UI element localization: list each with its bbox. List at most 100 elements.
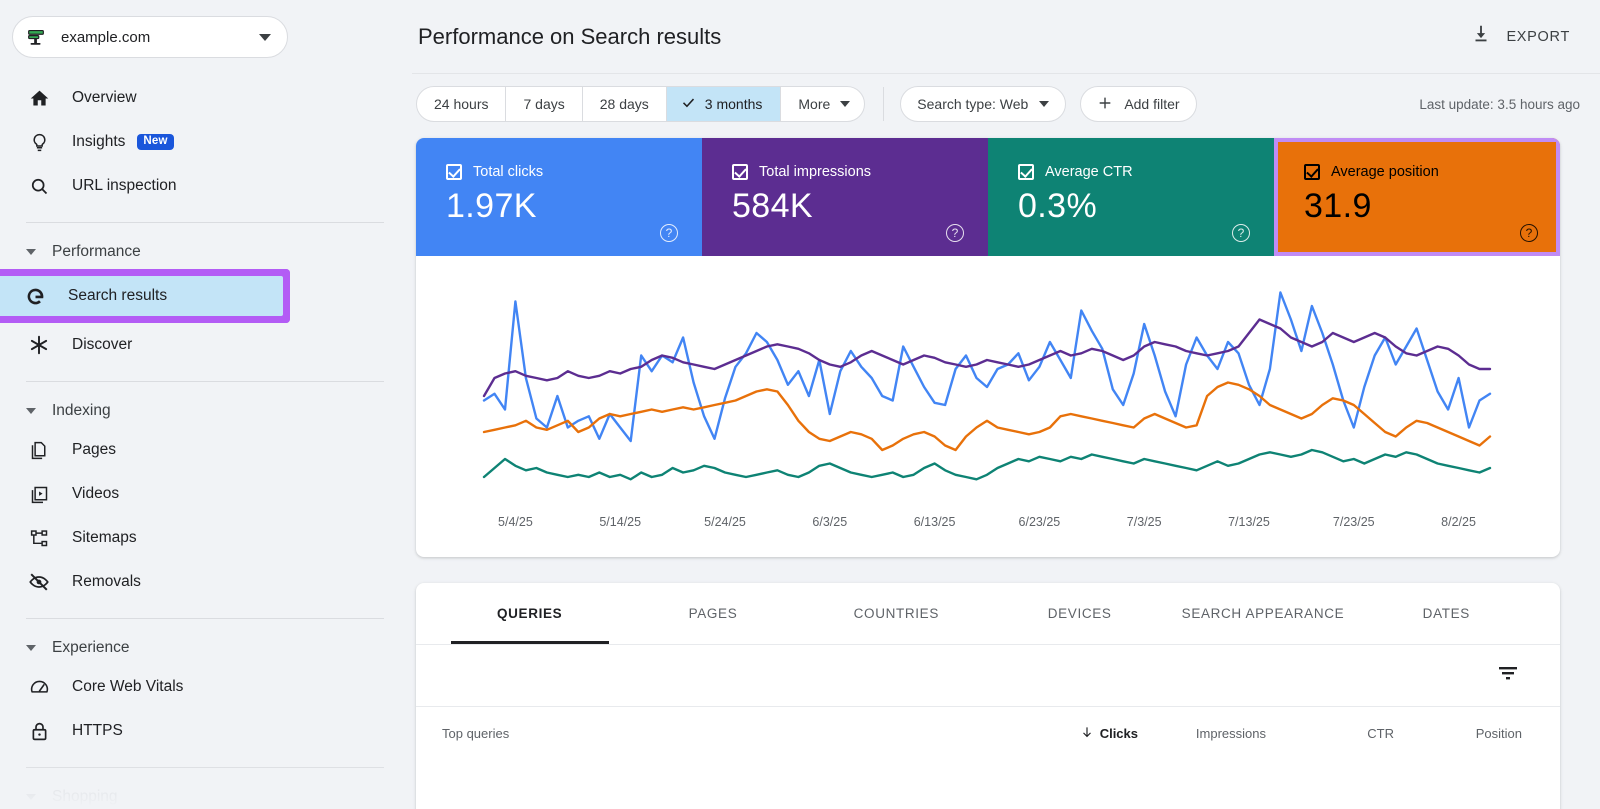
selection-highlight-search-results: Search results (0, 269, 290, 323)
column-header-top-queries[interactable]: Top queries (442, 725, 510, 741)
sidebar-item-label: URL inspection (72, 177, 177, 194)
table-tabs: QUERIES PAGES COUNTRIES DEVICES SEARCH A… (416, 583, 1560, 645)
divider (26, 767, 384, 768)
sidebar-group-label: Experience (52, 639, 130, 656)
sidebar-item-removals[interactable]: Removals (0, 560, 412, 604)
add-filter-label: Add filter (1124, 96, 1180, 112)
main-header: Performance on Search results EXPORT (412, 0, 1600, 74)
sidebar-item-discover[interactable]: Discover (0, 323, 412, 367)
filter-tune-icon[interactable] (1496, 661, 1520, 690)
video-icon (26, 484, 52, 505)
sidebar-item-label: Removals (72, 573, 141, 590)
chevron-down-icon (26, 249, 36, 255)
tab-queries[interactable]: QUERIES (438, 583, 621, 644)
sidebar-item-label: Search results (68, 287, 168, 304)
primary-nav: Overview Insights New URL i (0, 76, 412, 809)
download-icon (1470, 23, 1492, 50)
discover-asterisk-icon (26, 334, 52, 356)
sidebar-item-insights[interactable]: Insights New (0, 120, 412, 164)
tab-label: SEARCH APPEARANCE (1181, 606, 1345, 621)
column-header-impressions[interactable]: Impressions (1195, 725, 1266, 741)
help-circle-icon[interactable]: ? (946, 224, 964, 242)
sidebar-group-performance[interactable]: Performance (0, 235, 412, 269)
tab-label: QUERIES (497, 606, 563, 621)
sidebar-item-search-results[interactable]: Search results (0, 276, 283, 316)
tab-search-appearance[interactable]: SEARCH APPEARANCE (1171, 583, 1354, 644)
metric-label: Average CTR (1045, 164, 1133, 180)
sidebar-item-https[interactable]: HTTPS (0, 709, 412, 753)
sidebar-group-label: Performance (52, 243, 141, 260)
metric-label: Total clicks (473, 164, 544, 180)
date-range-7-days[interactable]: 7 days (506, 87, 583, 121)
search-type-filter[interactable]: Search type: Web (900, 86, 1067, 122)
add-filter-button[interactable]: Add filter (1080, 86, 1197, 122)
sidebar-item-sitemaps[interactable]: Sitemaps (0, 516, 412, 560)
seg-label: 3 months (704, 96, 763, 112)
help-circle-icon[interactable]: ? (1520, 224, 1538, 242)
tab-countries[interactable]: COUNTRIES (805, 583, 988, 644)
tab-label: DEVICES (1047, 606, 1112, 621)
sidebar-group-indexing[interactable]: Indexing (0, 394, 412, 428)
sidebar-group-shopping[interactable]: Shopping (0, 780, 412, 809)
date-range-more[interactable]: More (781, 87, 864, 121)
date-range-28-days[interactable]: 28 days (583, 87, 667, 121)
page-title: Performance on Search results (418, 23, 722, 49)
table-filter-strip (416, 645, 1560, 707)
help-circle-icon[interactable]: ? (660, 224, 678, 242)
column-header-ctr[interactable]: CTR (1367, 725, 1394, 741)
x-axis-tick-label: 6/3/25 (812, 515, 848, 529)
lightbulb-icon (26, 132, 52, 153)
metric-card-average-ctr[interactable]: Average CTR 0.3% ? (988, 138, 1274, 256)
sidebar-item-core-web-vitals[interactable]: Core Web Vitals (0, 665, 412, 709)
sidebar-group-label: Indexing (52, 402, 111, 419)
column-header-clicks[interactable]: Clicks (988, 725, 1138, 742)
sidebar-item-pages[interactable]: Pages (0, 428, 412, 472)
sidebar-item-label: Discover (72, 336, 133, 353)
tab-label: COUNTRIES (853, 606, 939, 621)
x-axis-tick-label: 5/4/25 (498, 515, 533, 529)
help-circle-icon[interactable]: ? (1232, 224, 1250, 242)
lock-icon (26, 721, 52, 742)
date-range-24-hours[interactable]: 24 hours (417, 87, 507, 121)
metric-card-total-impressions[interactable]: Total impressions 584K ? (702, 138, 988, 256)
checkbox-icon[interactable] (732, 164, 748, 180)
date-range-3-months[interactable]: 3 months (666, 87, 782, 121)
export-button[interactable]: EXPORT (1466, 17, 1574, 56)
sidebar-item-videos[interactable]: Videos (0, 472, 412, 516)
chart-series-total-impressions (482, 318, 1492, 398)
checkbox-icon[interactable] (1304, 164, 1320, 180)
tab-pages[interactable]: PAGES (621, 583, 804, 644)
x-axis-tick-label: 8/2/25 (1441, 515, 1476, 529)
divider (883, 87, 885, 121)
x-axis-tick-label: 5/14/25 (599, 515, 642, 529)
sidebar-item-overview[interactable]: Overview (0, 76, 412, 120)
column-header-position[interactable]: Position (1475, 725, 1522, 741)
metric-value: 31.9 (1304, 187, 1372, 225)
sidebar-item-label: HTTPS (72, 722, 123, 739)
metric-card-average-position[interactable]: Average position 31.9 ? (1274, 138, 1560, 256)
property-selector[interactable]: example.com (12, 16, 288, 58)
metric-value: 584K (732, 187, 814, 225)
metric-value: 1.97K (446, 187, 537, 225)
sidebar-group-label: Shopping (52, 788, 118, 805)
sitemap-icon (26, 528, 52, 549)
metric-card-total-clicks[interactable]: Total clicks 1.97K ? (416, 138, 702, 256)
tab-devices[interactable]: DEVICES (988, 583, 1171, 644)
x-axis-tick-label: 6/13/25 (913, 515, 956, 529)
sidebar: example.com Overview Insights New (0, 0, 412, 809)
sidebar-item-label: Core Web Vitals (72, 678, 184, 695)
chart-plot-area: 5/4/25 5/14/25 5/24/25 6/3/25 6/13/25 6/23/25… (416, 256, 1560, 557)
chart-series-average-ctr (482, 448, 1492, 481)
sidebar-group-experience[interactable]: Experience (0, 631, 412, 665)
plus-icon (1097, 95, 1113, 114)
checkbox-icon[interactable] (1018, 164, 1034, 180)
tab-dates[interactable]: DATES (1355, 583, 1538, 644)
divider (26, 222, 384, 223)
chart-series-average-position (482, 381, 1492, 452)
x-axis-tick-label: 7/3/25 (1126, 515, 1162, 529)
performance-chart-card: Total clicks 1.97K ? Total impressions 5… (416, 138, 1560, 557)
checkbox-icon[interactable] (446, 164, 462, 180)
sidebar-item-url-inspection[interactable]: URL inspection (0, 164, 412, 208)
sidebar-item-label: Insights (72, 133, 126, 150)
